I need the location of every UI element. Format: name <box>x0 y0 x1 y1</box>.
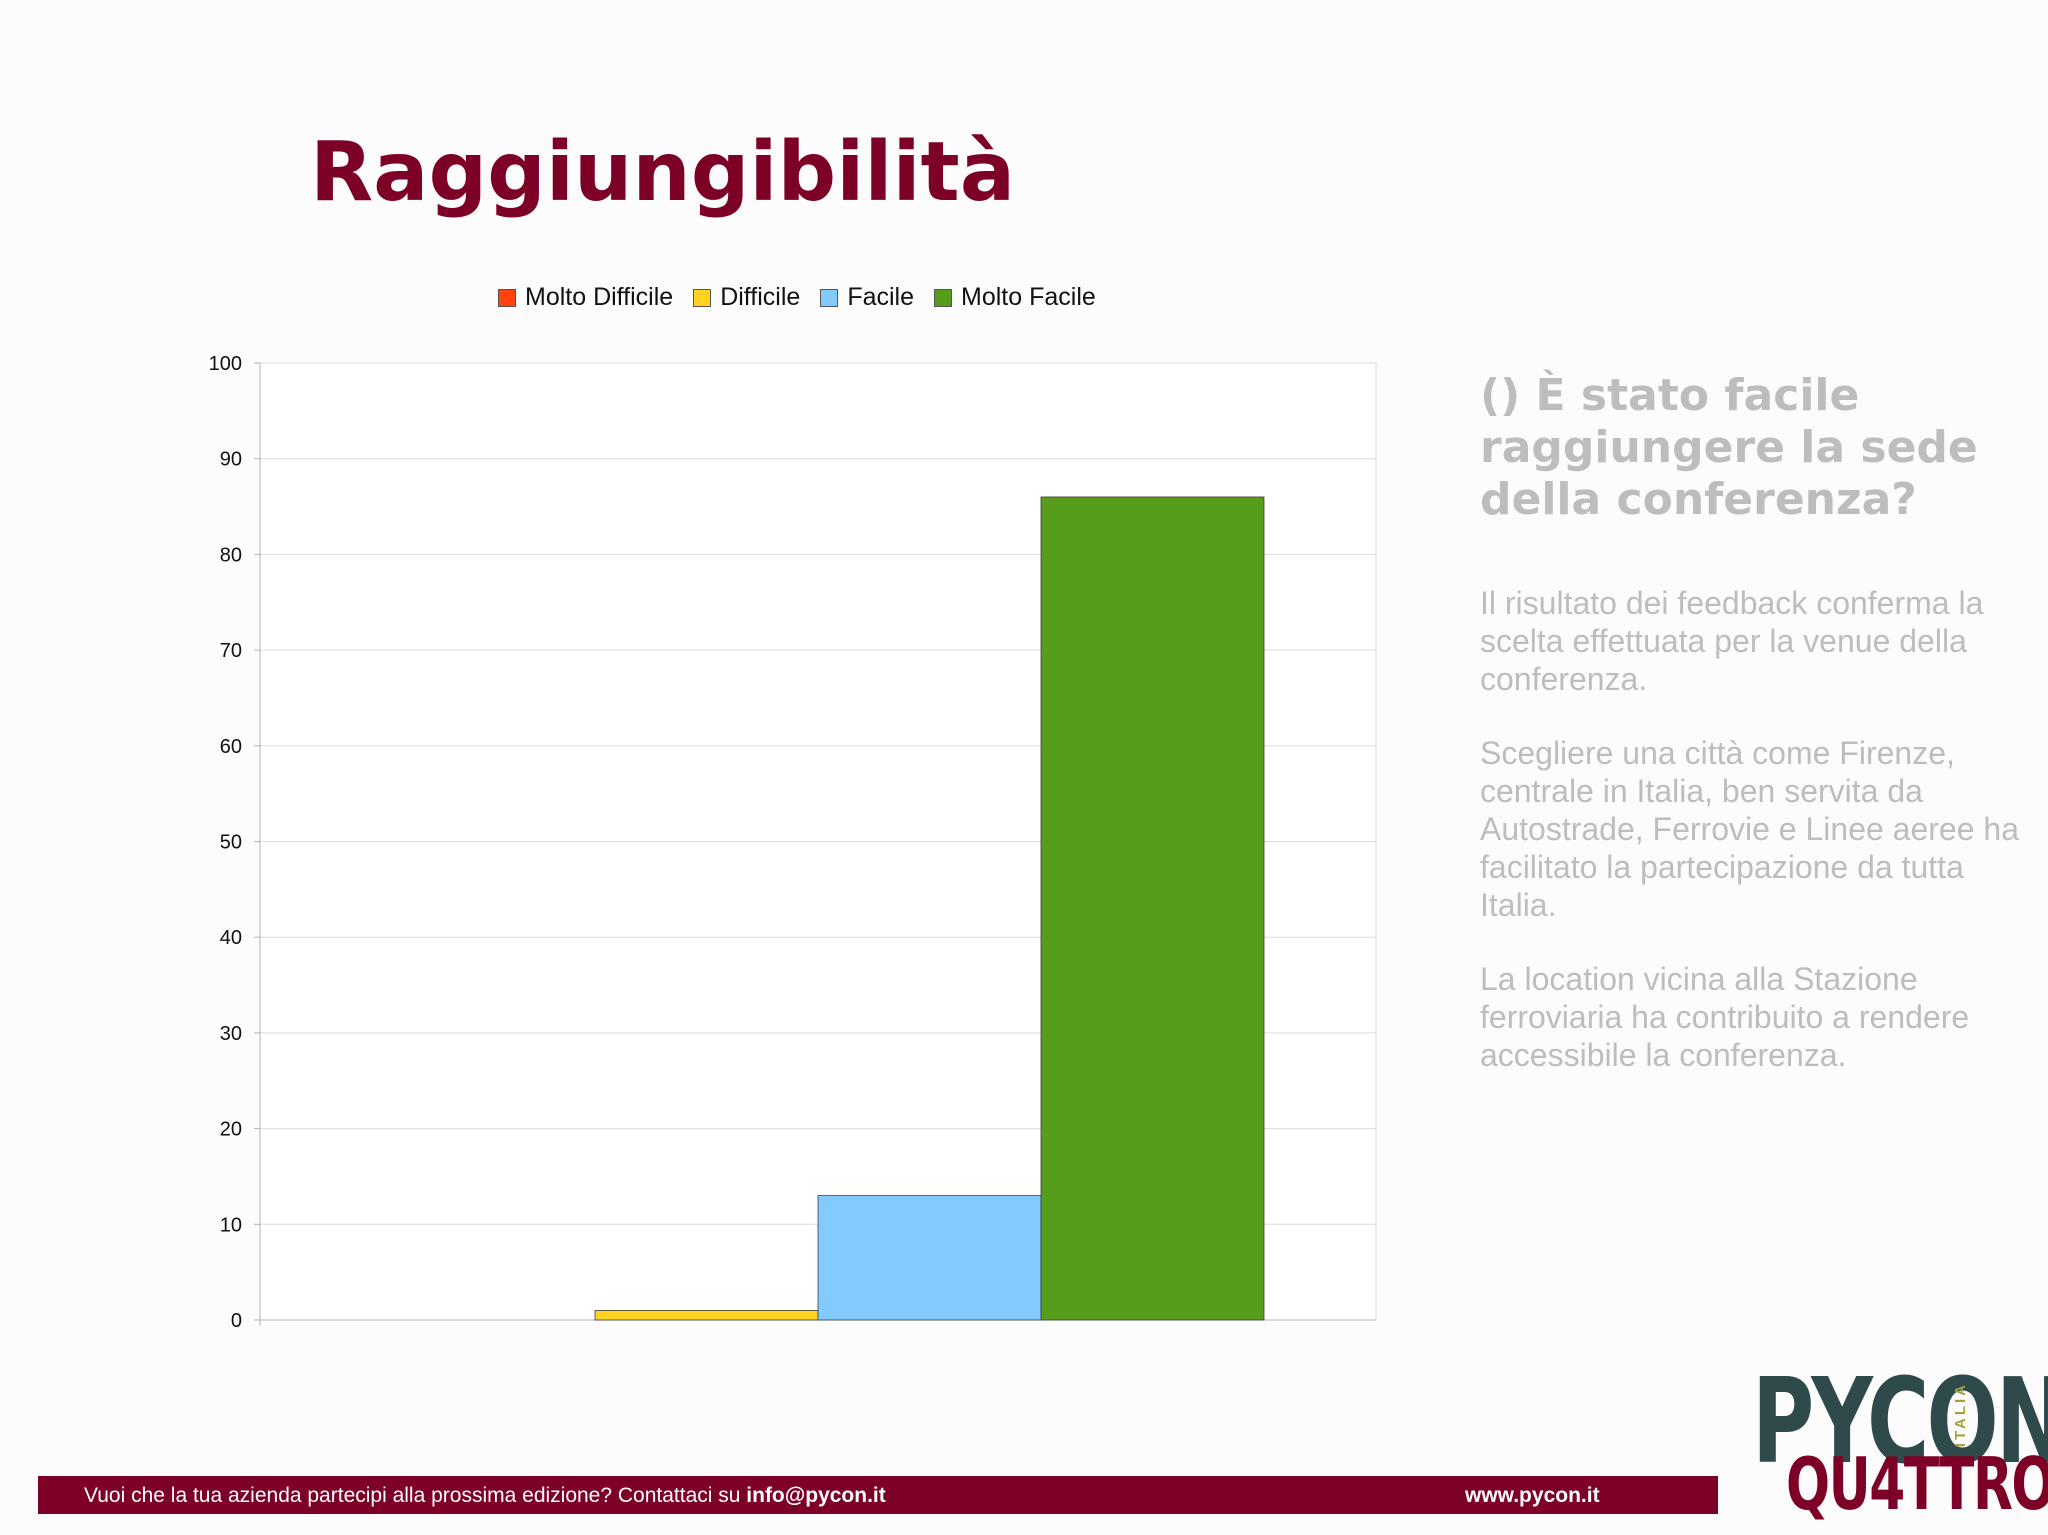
y-tick-label: 20 <box>220 1119 242 1141</box>
paragraph: La location vicina alla Stazione ferrovi… <box>1480 961 1970 1073</box>
bar-molto-facile <box>1040 496 1265 1321</box>
y-tick-label: 90 <box>220 449 242 471</box>
paragraph: Il risultato dei feedback conferma la sc… <box>1480 585 1984 697</box>
y-tick-label: 50 <box>220 832 242 854</box>
legend-swatch <box>820 288 839 307</box>
legend-label: Facile <box>847 283 915 311</box>
legend-item-molto-difficile: Molto Difficile <box>498 283 673 312</box>
bar-difficile <box>594 1310 819 1321</box>
logo-side-text: ITALIA <box>1952 1382 1969 1448</box>
legend-label: Difficile <box>720 283 801 311</box>
y-tick-label: 10 <box>220 1214 242 1236</box>
footer-bar: Vuoi che la tua azienda partecipi alla p… <box>38 1476 1718 1514</box>
y-tick-label: 100 <box>209 353 242 375</box>
footer-message: Vuoi che la tua azienda partecipi alla p… <box>84 1484 886 1508</box>
legend-swatch <box>693 288 712 307</box>
legend-swatch <box>934 288 953 307</box>
legend-label: Molto Difficile <box>525 283 674 311</box>
legend-swatch <box>498 288 516 307</box>
legend-item-molto-facile: Molto Facile <box>934 283 1096 312</box>
question-text: È stato facile raggiungere la sede della… <box>1480 370 1978 525</box>
paragraph: Scegliere una città come Firenze, centra… <box>1480 735 2019 923</box>
page-title: Raggiungibilità <box>310 125 1016 220</box>
legend-item-difficile: Difficile <box>693 283 800 312</box>
y-tick-label: 30 <box>220 1023 242 1045</box>
logo-line-1: PYCON <box>1752 1352 2048 1490</box>
side-text-panel: () È stato facile raggiungere la sede de… <box>1480 370 2020 1110</box>
y-tick-label: 70 <box>220 640 242 662</box>
logo-line-2: QU4TTRO <box>1786 1442 2048 1526</box>
bar-facile <box>817 1195 1042 1321</box>
legend-item-facile: Facile <box>820 283 914 312</box>
bar-chart: 0 10 20 30 40 50 60 70 80 90 100 <box>209 353 1377 1332</box>
y-tick-label: 40 <box>220 927 242 949</box>
footer-email-link[interactable]: info@pycon.it <box>746 1484 886 1507</box>
footer-url-link[interactable]: www.pycon.it <box>1465 1484 1600 1507</box>
y-tick-label: 0 <box>231 1310 242 1332</box>
footer-message-text: Vuoi che la tua azienda partecipi alla p… <box>84 1484 747 1507</box>
question-prefix: () <box>1480 370 1521 421</box>
chart-legend: Molto Difficile Difficile Facile Molto F… <box>498 283 1116 312</box>
legend-label: Molto Facile <box>961 283 1096 311</box>
pycon-logo: PYCON QU4TTRO ITALIA <box>1752 1362 2048 1522</box>
question-heading: () È stato facile raggiungere la sede de… <box>1480 370 2020 526</box>
y-tick-label: 60 <box>220 736 242 758</box>
y-tick-label: 80 <box>220 544 242 566</box>
